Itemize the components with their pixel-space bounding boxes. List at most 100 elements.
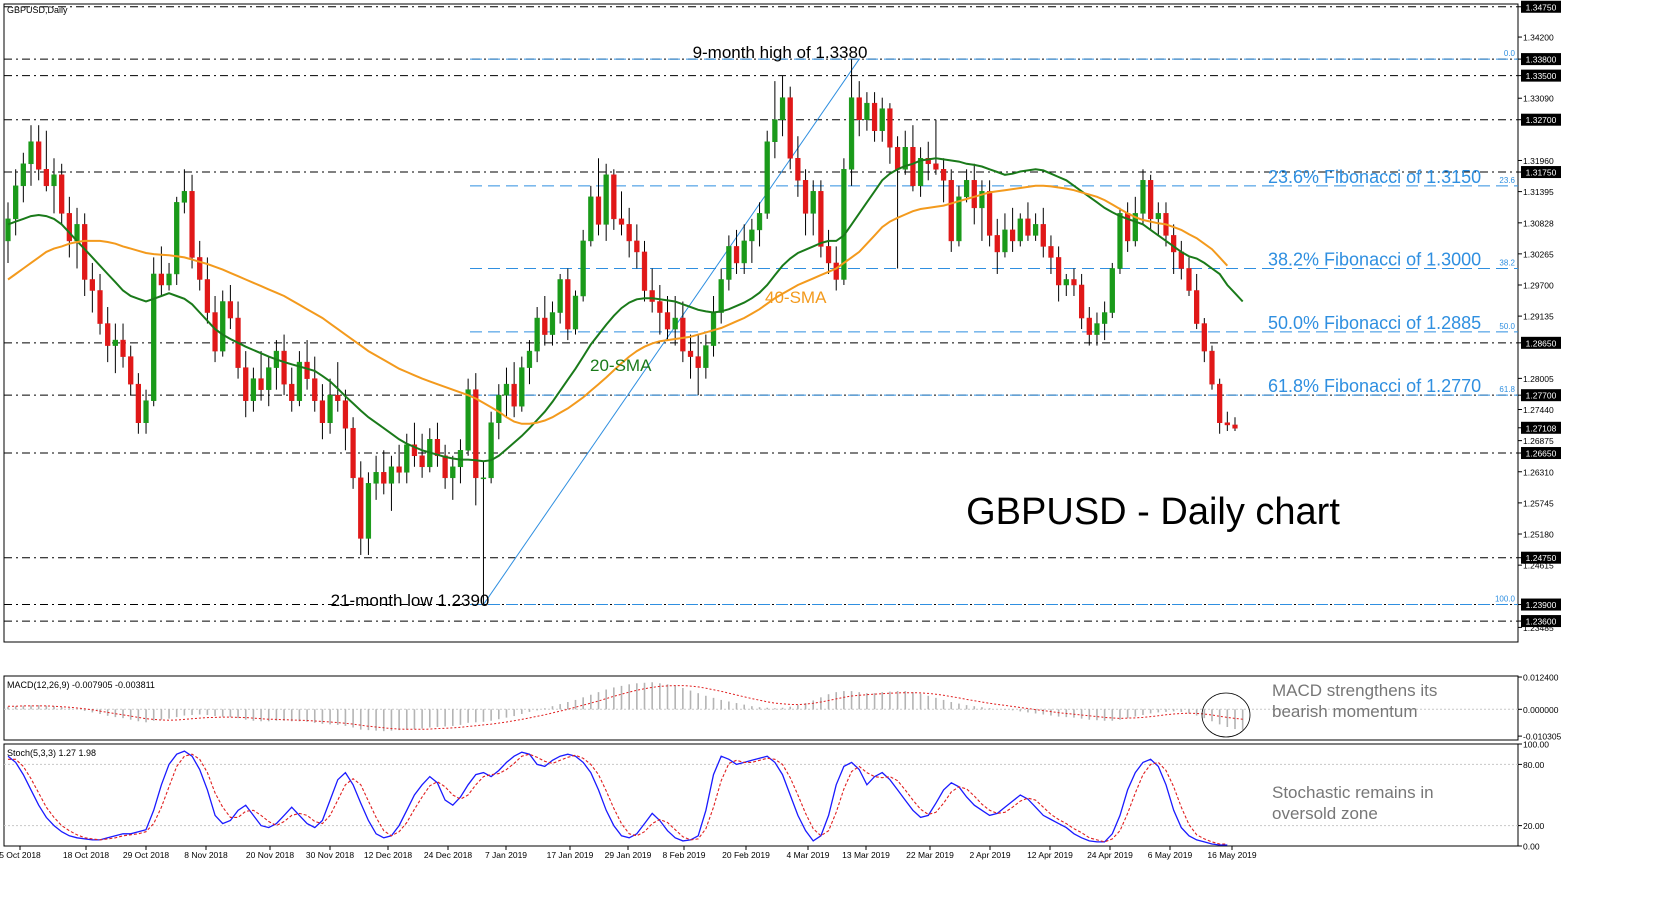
candle-body-5 (43, 169, 49, 187)
fib-label-38.2: 38.2% Fibonacci of 1.3000 (1268, 249, 1481, 269)
y-price-box-15 (1521, 389, 1561, 402)
candle-body-20 (158, 273, 165, 286)
stoch-panel-frame (3, 743, 1519, 847)
y-tick-label-1: 1.34200 (1523, 33, 1554, 43)
candle-body-111 (856, 97, 862, 120)
candle-body-97 (749, 229, 755, 242)
candle-body-66 (511, 383, 517, 407)
candle-body-106 (818, 191, 824, 247)
candle-body-91 (703, 345, 709, 368)
20-sma-line (7, 157, 1244, 463)
x-tick-label-15: 22 Mar 2019 (906, 850, 954, 860)
candle-body-4 (36, 141, 42, 170)
y-tick-label-21: 1.25745 (1523, 498, 1554, 508)
candle-body-142 (1094, 323, 1100, 335)
macd-y-label-2: -0.010305 (1523, 732, 1562, 742)
candle-body-60 (465, 389, 471, 451)
y-tick-label-9: 1.30828 (1523, 218, 1554, 228)
candle-body-79 (611, 174, 617, 220)
y-tick-label-5: 1.32700 (1526, 115, 1557, 125)
candle-body-24 (189, 191, 195, 258)
x-tick-label-11: 8 Feb 2019 (662, 850, 705, 860)
candle-body-83 (641, 251, 648, 291)
candle-body-112 (864, 102, 870, 120)
candle-body-51 (396, 466, 402, 473)
candle-body-76 (588, 196, 594, 242)
candle-body-28 (220, 301, 226, 352)
candle-body-89 (687, 350, 694, 357)
candle-body-38 (296, 361, 303, 401)
y-tick-label-18: 1.26875 (1523, 436, 1554, 446)
candle-body-49 (381, 472, 387, 484)
candle-body-62 (480, 477, 487, 480)
candle-body-159 (1224, 422, 1230, 426)
y-tick-label-15: 1.27700 (1526, 391, 1557, 401)
candle-body-23 (181, 191, 188, 203)
x-tick-label-2: 29 Oct 2018 (123, 850, 170, 860)
candle-body-154 (1186, 268, 1192, 291)
y-price-box-19 (1521, 447, 1561, 460)
candle-body-52 (404, 444, 410, 473)
candle-body-96 (741, 240, 747, 264)
candle-body-22 (174, 202, 180, 275)
candle-body-113 (871, 102, 878, 131)
candle-body-72 (557, 279, 563, 313)
y-tick-label-7: 1.31750 (1526, 168, 1557, 178)
candle-body-141 (1086, 317, 1092, 335)
candle-body-46 (358, 477, 364, 539)
main-panel-label: GBPUSD,Daily (7, 5, 68, 15)
macd-signal-line (8, 685, 1243, 730)
macd-y-label-1: 0.000000 (1523, 705, 1559, 715)
candle-body-71 (549, 312, 556, 335)
y-tick-label-10: 1.30265 (1523, 249, 1554, 259)
candle-body-45 (350, 427, 356, 479)
candle-body-31 (243, 367, 249, 401)
candle-body-103 (795, 158, 801, 181)
y-price-box-13 (1521, 336, 1561, 349)
y-price-box-5 (1521, 113, 1561, 126)
candle-body-140 (1078, 284, 1085, 319)
fib-label-50.0: 50.0% Fibonacci of 1.2885 (1268, 313, 1481, 333)
y-tick-label-6: 1.31960 (1523, 156, 1554, 166)
candle-body-143 (1102, 312, 1108, 324)
candle-body-69 (534, 317, 540, 352)
candle-body-34 (266, 367, 272, 390)
stoch-y-label-0: 100.00 (1523, 740, 1549, 750)
candle-body-101 (779, 97, 786, 120)
candle-body-18 (143, 400, 149, 423)
candle-body-93 (718, 279, 724, 313)
sma40-label: 40-SMA (765, 288, 827, 307)
candle-body-145 (1117, 213, 1123, 269)
candle-body-44 (342, 400, 349, 429)
candle-body-104 (802, 180, 809, 214)
candle-body-37 (289, 383, 295, 401)
candle-body-127 (979, 191, 985, 209)
candle-body-98 (756, 213, 763, 231)
stoch-y-label-1: 80.00 (1523, 760, 1545, 770)
candle-body-73 (565, 279, 571, 330)
candle-body-80 (618, 218, 625, 225)
stoch-d-line (8, 753, 1228, 845)
candle-body-119 (917, 158, 924, 187)
x-tick-label-14: 13 Mar 2019 (842, 850, 890, 860)
candle-body-26 (204, 279, 211, 313)
candle-body-137 (1055, 257, 1062, 286)
candle-body-17 (135, 383, 141, 423)
fib-ratio-0.0: 0.0 (1504, 49, 1516, 58)
candle-body-27 (212, 312, 218, 352)
x-tick-label-18: 24 Apr 2019 (1087, 850, 1133, 860)
candle-body-63 (488, 422, 494, 479)
candle-body-70 (542, 317, 548, 335)
candle-body-68 (526, 350, 533, 368)
candle-body-128 (986, 191, 993, 236)
low-annotation: 21-month low 1.2390 (331, 591, 490, 610)
x-tick-label-16: 2 Apr 2019 (969, 850, 1010, 860)
candle-body-67 (519, 367, 525, 407)
candle-body-86 (664, 312, 671, 330)
candle-body-156 (1201, 323, 1207, 352)
candle-body-39 (304, 361, 310, 379)
candle-body-95 (733, 246, 740, 264)
y-price-box-7 (1521, 166, 1561, 179)
stoch-y-label-2: 20.00 (1523, 821, 1545, 831)
